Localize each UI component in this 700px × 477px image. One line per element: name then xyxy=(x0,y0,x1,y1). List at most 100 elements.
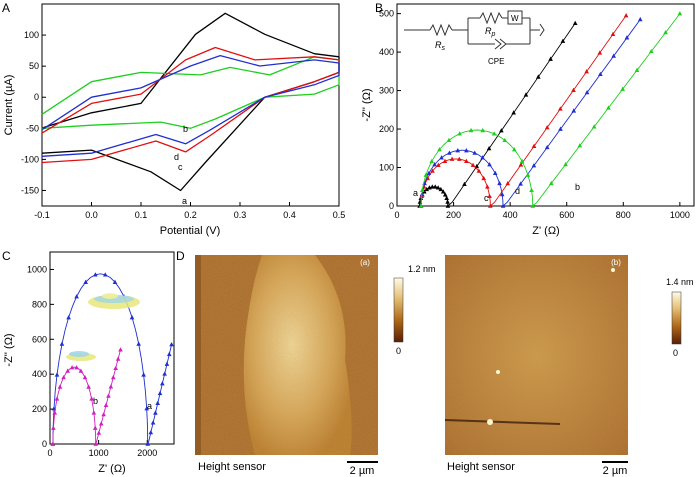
panel-a-ytick-label: 100 xyxy=(24,30,39,40)
panel-b-point-b xyxy=(577,143,583,148)
panel-b-point-b xyxy=(529,187,534,193)
curve-label-b-c: c xyxy=(484,193,489,203)
panel-b-point-b xyxy=(620,86,626,91)
panel-b-point-d xyxy=(447,150,452,155)
panel-b-point-b xyxy=(511,147,517,152)
molecule-icon-a xyxy=(88,293,140,309)
molecule-icon-b xyxy=(66,351,96,361)
panel-a-curves xyxy=(41,12,340,192)
panel-b-point-a xyxy=(523,92,529,97)
panel-b-point-a xyxy=(445,203,451,208)
panel-b-point-b xyxy=(437,147,442,152)
circuit-rs: Rs xyxy=(435,40,446,52)
panel-c-point-a xyxy=(169,342,174,347)
panel-c-point-b xyxy=(96,430,102,435)
panel-b-fit-b xyxy=(420,13,681,207)
panel-c-xlabel: Z' (Ω) xyxy=(98,463,125,475)
panel-b-fit-d xyxy=(420,19,641,207)
panel-b-point-a xyxy=(444,195,449,200)
panel-b-point-c xyxy=(464,158,469,163)
panel-b-point-c xyxy=(597,50,603,55)
panel-b-point-c xyxy=(457,156,462,161)
panel-c-fit-b xyxy=(52,349,121,445)
panel-a-label: A xyxy=(2,1,10,15)
panel-a-ylabel: Current (µA) xyxy=(3,75,15,136)
colorbar-a-min: 0 xyxy=(396,346,401,356)
panel-b-xlabel: Z' (Ω) xyxy=(532,225,559,237)
curve-label-a: a xyxy=(182,196,187,206)
panel-b-point-a xyxy=(442,192,448,197)
panel-a-xtick-label: 0.0 xyxy=(85,210,98,220)
panel-b-xtick-label: 200 xyxy=(446,210,461,220)
panel-a-ytick-label: -150 xyxy=(21,185,39,195)
panel-b-point-c xyxy=(485,184,490,189)
panel-b-point-b xyxy=(480,127,486,133)
panel-b-point-b xyxy=(648,48,654,54)
panel-c-point-a xyxy=(141,372,146,377)
panel-c-point-a xyxy=(129,315,135,320)
panel-c-point-a xyxy=(136,341,141,346)
panel-c-point-a xyxy=(83,279,88,284)
afm-b-scalebar-label: 2 µm xyxy=(603,465,628,477)
panel-c-point-b xyxy=(74,365,79,370)
panel-c-point-b xyxy=(69,365,75,370)
panel-a-ytick-label: -100 xyxy=(21,154,39,164)
panel-c-xtick-label: 0 xyxy=(47,448,52,458)
panel-b-point-a xyxy=(535,74,541,79)
panel-c-point-b xyxy=(106,393,111,398)
panel-b-point-c xyxy=(430,168,435,173)
panel-c-point-b xyxy=(103,402,109,408)
panel-b-point-d xyxy=(598,71,603,77)
panel-b-ytick-label: 300 xyxy=(379,86,394,96)
panel-c-xtick-label: 2000 xyxy=(137,448,157,458)
curve-label-c-a: a xyxy=(147,401,152,411)
colorbar-b xyxy=(671,291,682,345)
panel-c-point-a xyxy=(74,294,79,299)
panel-b-xtick-label: 1000 xyxy=(670,210,690,220)
circuit-cpe: CPE xyxy=(488,57,504,66)
panel-d-label: D xyxy=(176,249,185,263)
panel-b-point-d xyxy=(487,162,492,167)
panel-b-point-a xyxy=(462,181,467,187)
panel-b-point-b xyxy=(663,29,668,35)
panel-c-point-b xyxy=(57,384,63,389)
panel-b-point-c xyxy=(436,162,441,167)
panel-b-point-a xyxy=(438,186,444,192)
panel-b-point-d xyxy=(624,35,630,40)
panel-b-point-a xyxy=(429,184,435,189)
panel-c-point-b xyxy=(54,396,60,401)
panel-b-point-b xyxy=(548,180,554,186)
panel-c-point-b xyxy=(110,374,116,380)
panel-c-point-a xyxy=(162,371,167,376)
panel-b-point-c xyxy=(487,193,492,199)
panel-c-point-b xyxy=(113,365,118,371)
panel-b-point-b xyxy=(677,11,683,16)
panel-b-point-d xyxy=(472,150,478,155)
panel-a-xtick-label: 0.3 xyxy=(234,210,247,220)
curve-label-b-a: a xyxy=(413,188,418,198)
panel-a-frame xyxy=(41,3,340,207)
panel-b-point-b xyxy=(530,203,536,208)
panel-c-point-b xyxy=(51,425,56,430)
panel-b-point-d xyxy=(544,144,550,150)
panel-b-point-c xyxy=(584,69,589,74)
panel-b: B 0 200 400 600 800 1000 0 100 200 300 400 500 Z' (… xyxy=(361,1,695,237)
panel-b-point-d xyxy=(480,155,485,160)
panel-b-point-b xyxy=(418,203,424,208)
panel-b-point-b xyxy=(591,124,597,129)
colorbar-a-max: 1.2 nm xyxy=(408,264,436,274)
afm-a-scalebar-label: 2 µm xyxy=(350,465,375,477)
panel-c-point-b xyxy=(89,396,94,401)
panel-c-point-a xyxy=(150,420,156,425)
panel-c-ytick-label: 200 xyxy=(32,404,47,414)
panel-a-xtick-label: 0.4 xyxy=(283,210,296,220)
panel-c-xtick-label: 1000 xyxy=(89,448,109,458)
panel-c-ytick-label: 800 xyxy=(32,299,47,309)
panel-a-ytick-label: 50 xyxy=(29,61,39,71)
panel-b-point-a xyxy=(511,110,516,115)
panel-b-point-d xyxy=(584,89,590,95)
panel-b-point-d xyxy=(426,170,432,176)
panel-c-point-a xyxy=(59,341,65,346)
panel-c: C 0 1000 2000 0 200 400 600 800 1000 Z' (Ω) -Z''… xyxy=(2,249,175,475)
panel-b-ytick-label: 100 xyxy=(379,163,394,173)
